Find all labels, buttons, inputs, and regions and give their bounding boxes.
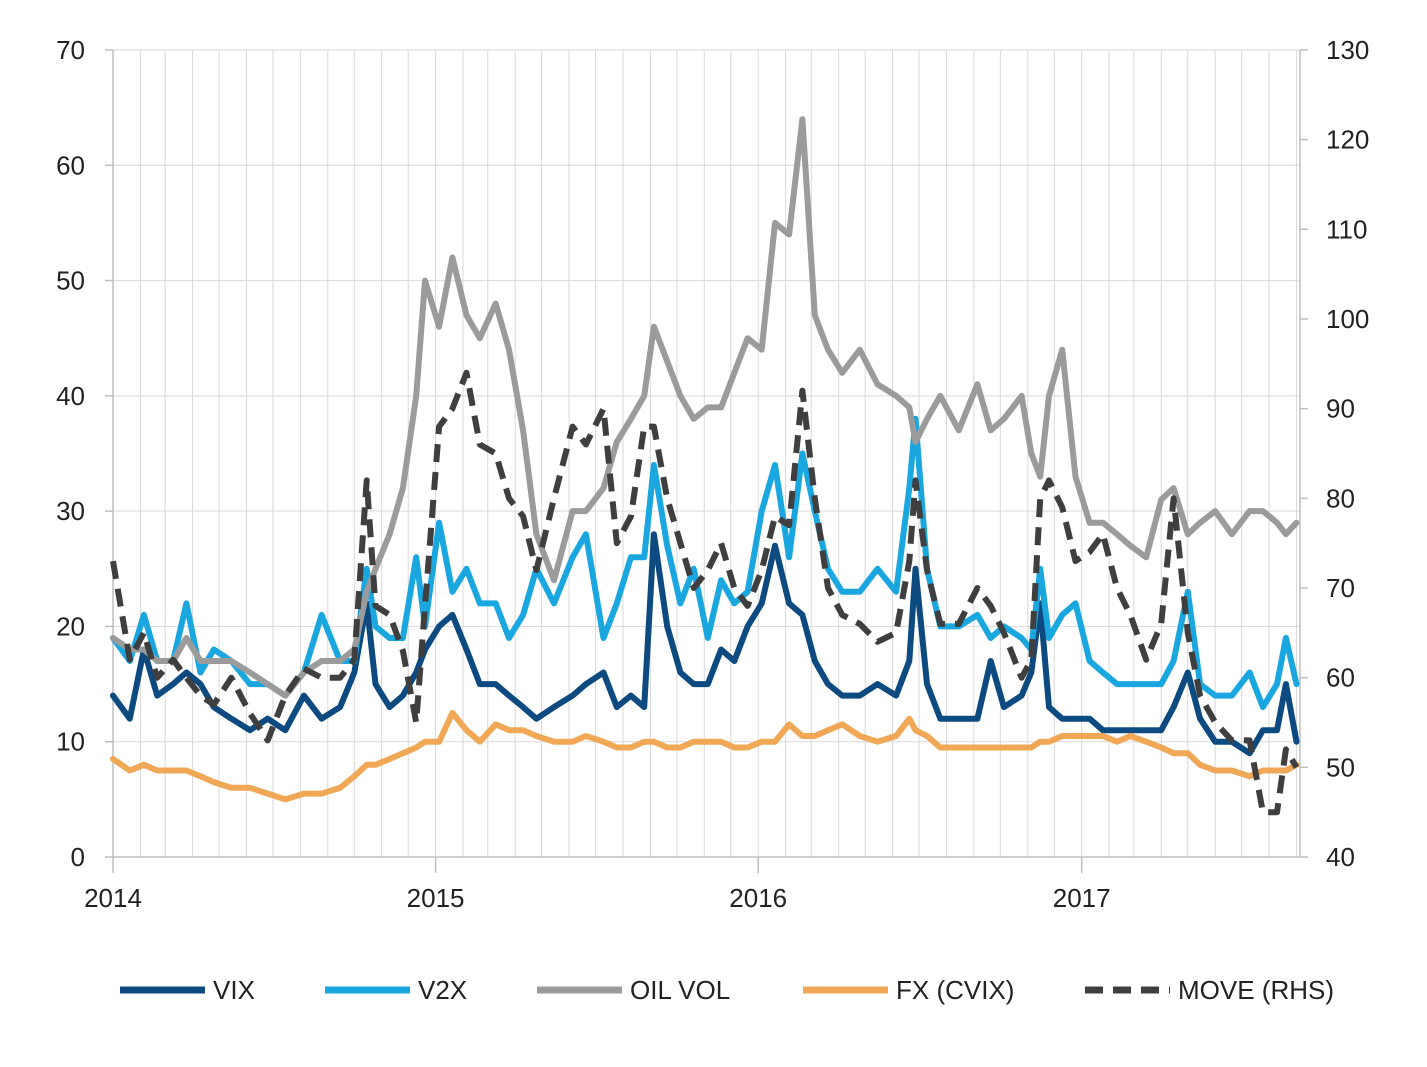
legend-item-oil-vol: OIL VOL (537, 975, 730, 1005)
legend-label: V2X (418, 975, 467, 1005)
series-line-oil-vol (110, 116, 1300, 699)
legend-item-vix: VIX (120, 975, 255, 1005)
axes: 0 10 20 30 40 50 60 70 40 50 60 70 80 90 100 110 120 130 2… (56, 35, 1369, 913)
legend-item-v2x: V2X (325, 975, 467, 1005)
y-left-tick-label: 0 (71, 842, 85, 872)
x-tick-label: 2016 (729, 883, 787, 913)
y-left-tick-label: 40 (56, 381, 85, 411)
y-right-tick-label: 40 (1326, 842, 1355, 872)
x-tick-label: 2015 (407, 883, 465, 913)
y-right-tick-label: 70 (1326, 573, 1355, 603)
series-line-move-rhs (110, 369, 1300, 816)
y-left-tick-label: 20 (56, 611, 85, 641)
y-right-tick-label: 50 (1326, 752, 1355, 782)
y-left-tick-label: 60 (56, 150, 85, 180)
legend-label: FX (CVIX) (896, 975, 1014, 1005)
series-line-fx-cvix (110, 709, 1300, 803)
x-tick-label: 2017 (1053, 883, 1111, 913)
y-right-tick-label: 60 (1326, 663, 1355, 693)
legend-label: VIX (213, 975, 255, 1005)
legend-label: MOVE (RHS) (1178, 975, 1334, 1005)
y-left-tick-label: 10 (56, 727, 85, 757)
gridlines (113, 49, 1300, 857)
y-right-tick-label: 90 (1326, 394, 1355, 424)
x-tick-label: 2014 (84, 883, 142, 913)
y-right-tick-label: 110 (1326, 214, 1367, 244)
y-left-tick-label: 50 (56, 266, 85, 296)
y-left-tick-label: 30 (56, 496, 85, 526)
y-right-tick-label: 130 (1326, 35, 1369, 65)
legend-label: OIL VOL (630, 975, 730, 1005)
legend-item-fx-cvix: FX (CVIX) (803, 975, 1014, 1005)
y-left-tick-label: 70 (56, 35, 85, 65)
legend: VIX V2X OIL VOL FX (CVIX) MOVE (RHS) (120, 975, 1334, 1005)
y-right-tick-label: 120 (1326, 125, 1369, 155)
legend-item-move-rhs: MOVE (RHS) (1085, 975, 1334, 1005)
y-right-tick-label: 100 (1326, 304, 1369, 334)
series-line-vix (110, 531, 1300, 757)
y-right-tick-label: 80 (1326, 483, 1355, 513)
series-lines (110, 116, 1300, 816)
